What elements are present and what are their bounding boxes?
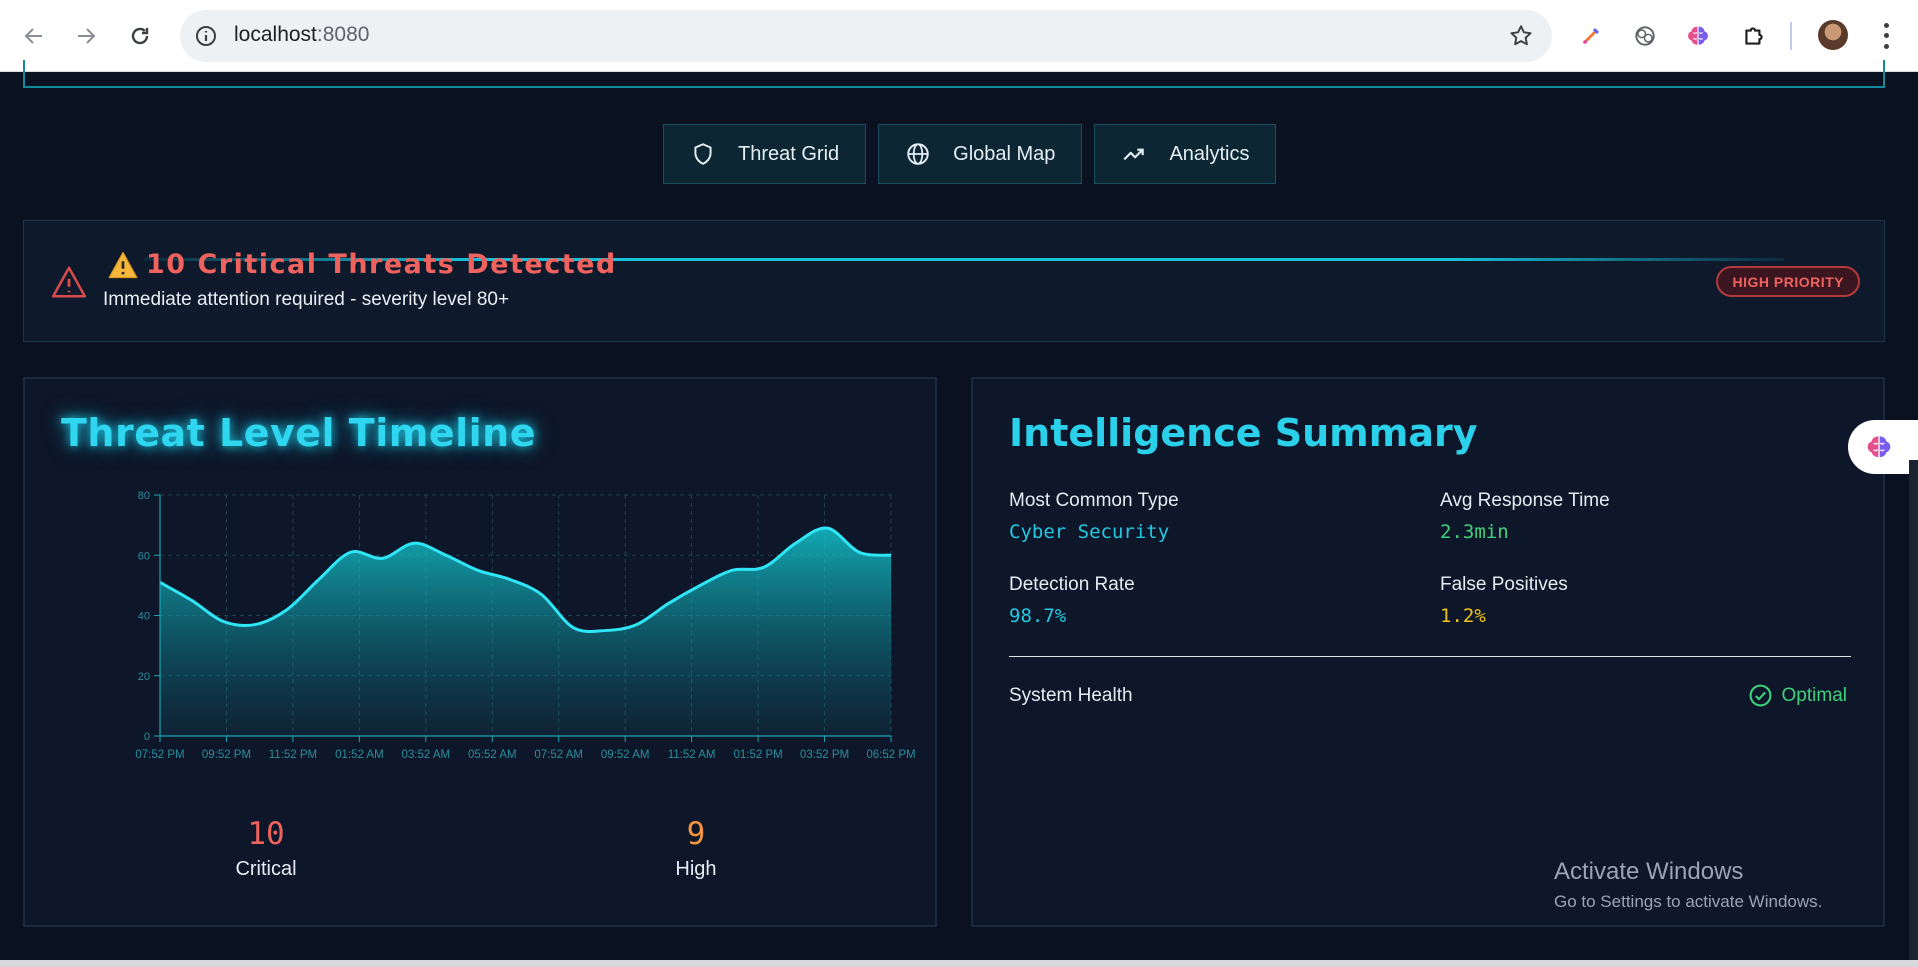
high-count: 9 xyxy=(686,816,706,852)
bookmark-star-icon[interactable] xyxy=(1508,23,1534,49)
url-port: :8080 xyxy=(316,23,370,46)
summary-title: Intelligence Summary xyxy=(1009,411,1478,455)
header-panel-bottom-edge xyxy=(23,60,1885,88)
chart-x-tick-label: 11:52 PM xyxy=(269,749,317,761)
chart-x-tick-label: 03:52 PM xyxy=(800,749,849,761)
warning-triangle-icon xyxy=(51,266,87,298)
metric-detection-rate: Detection Rate 98.7% xyxy=(1009,574,1135,627)
metric-false-positives: False Positives 1.2% xyxy=(1440,574,1568,627)
chart-y-tick-label: 20 xyxy=(138,671,150,683)
profile-avatar[interactable] xyxy=(1818,20,1848,50)
tab-label: Analytics xyxy=(1169,142,1250,165)
url-text[interactable]: localhost:8080 xyxy=(234,23,369,47)
metric-value: 98.7% xyxy=(1009,605,1067,627)
chart-x-tick-label: 07:52 AM xyxy=(534,749,583,761)
threat-timeline-panel: Threat Level Timeline 0 20 40 60 80 07:52 PM 0… xyxy=(23,377,937,927)
chart-x-tick-label: 03:52 AM xyxy=(402,749,451,761)
high-label: High xyxy=(675,858,717,880)
tab-global-map[interactable]: Global Map xyxy=(878,124,1083,184)
back-arrow-icon[interactable] xyxy=(16,18,52,54)
chart-x-tick-label: 09:52 AM xyxy=(601,749,650,761)
critical-threat-alert: 10 Critical Threats Detected Immediate a… xyxy=(23,220,1885,342)
chart-series-line xyxy=(159,526,892,634)
system-health-label: System Health xyxy=(1009,685,1133,706)
tab-threat-grid[interactable]: Threat Grid xyxy=(663,124,867,184)
chatgpt-extension-icon[interactable] xyxy=(1627,18,1663,54)
critical-count: 10 xyxy=(247,816,285,852)
trending-up-icon xyxy=(1123,148,1145,161)
system-health-status: Optimal xyxy=(1748,683,1847,708)
chart-y-tick-label: 40 xyxy=(138,611,150,623)
toolbar-separator xyxy=(1790,22,1792,50)
threat-level-chart: 0 20 40 60 80 07:52 PM 09:52 PM 11:52 PM 01:52 A… xyxy=(135,490,915,761)
chart-x-tick-label: 09:52 PM xyxy=(202,749,251,761)
tab-analytics[interactable]: Analytics xyxy=(1094,124,1277,184)
chart-x-tick-label: 01:52 PM xyxy=(733,749,782,761)
address-bar[interactable]: localhost:8080 xyxy=(180,10,1552,62)
priority-badge: HIGH PRIORITY xyxy=(1716,266,1860,297)
horizontal-scrollbar[interactable] xyxy=(0,960,1918,967)
system-health-value: Optimal xyxy=(1781,684,1847,706)
critical-label: Critical xyxy=(235,858,297,880)
chart-x-tick-label: 11:52 AM xyxy=(668,749,716,761)
chart-x-tick-label: 06:52 PM xyxy=(866,749,915,761)
kebab-menu-icon[interactable] xyxy=(1876,20,1896,52)
alert-title: 10 Critical Threats Detected xyxy=(108,249,617,280)
chart-x-tick-label: 05:52 AM xyxy=(468,749,517,761)
alert-subtitle: Immediate attention required - severity … xyxy=(103,289,510,310)
chart-x-tick-label: 07:52 PM xyxy=(135,749,184,761)
view-tabs: Threat Grid Global Map Analytics xyxy=(663,124,1277,184)
activate-windows-watermark: Activate Windows Go to Settings to activ… xyxy=(1554,858,1822,912)
reload-icon[interactable] xyxy=(122,18,158,54)
page-scrollbar[interactable] xyxy=(1909,460,1918,965)
shield-icon xyxy=(694,143,712,165)
browser-toolbar: localhost:8080 xyxy=(0,0,1918,72)
metric-value: Cyber Security xyxy=(1009,521,1170,543)
chart-area-fill xyxy=(160,527,891,736)
alert-title-text: 10 Critical Threats Detected xyxy=(146,249,617,280)
globe-icon xyxy=(907,143,929,165)
floating-brain-extension-button[interactable] xyxy=(1848,420,1918,474)
color-pen-extension-icon[interactable] xyxy=(1573,18,1609,54)
activate-windows-subtitle: Go to Settings to activate Windows. xyxy=(1554,892,1823,911)
alert-scan-line xyxy=(144,258,1784,261)
metric-label: Detection Rate xyxy=(1009,574,1135,595)
metric-label: Avg Response Time xyxy=(1440,490,1610,511)
metric-avg-response-time: Avg Response Time 2.3min xyxy=(1440,490,1610,543)
metric-most-common-type: Most Common Type Cyber Security xyxy=(1009,490,1179,543)
tab-label: Global Map xyxy=(953,142,1056,165)
metric-value: 1.2% xyxy=(1440,605,1486,627)
warning-emoji-icon xyxy=(108,251,138,278)
brain-extension-icon[interactable] xyxy=(1680,18,1716,54)
metric-value: 2.3min xyxy=(1440,521,1509,543)
puzzle-extensions-icon[interactable] xyxy=(1736,18,1772,54)
summary-divider xyxy=(1009,656,1851,657)
metric-label: False Positives xyxy=(1440,574,1568,595)
chart-y-tick-label: 60 xyxy=(138,550,150,562)
high-stat: 9 High xyxy=(596,816,796,881)
timeline-title: Threat Level Timeline xyxy=(61,411,536,455)
check-circle-icon xyxy=(1749,684,1771,707)
chart-y-tick-label: 80 xyxy=(138,490,150,502)
intelligence-summary-panel: Intelligence Summary Most Common Type Cy… xyxy=(971,377,1885,927)
activate-windows-title: Activate Windows xyxy=(1554,858,1744,885)
brain-icon xyxy=(1867,436,1891,457)
tab-label: Threat Grid xyxy=(738,142,840,165)
critical-stat: 10 Critical xyxy=(166,816,366,881)
chart-y-tick-label: 0 xyxy=(144,731,150,743)
url-host: localhost xyxy=(234,23,317,46)
chart-x-tick-label: 01:52 AM xyxy=(335,749,384,761)
forward-arrow-icon[interactable] xyxy=(68,18,104,54)
site-info-icon[interactable] xyxy=(194,24,218,48)
metric-label: Most Common Type xyxy=(1009,490,1179,511)
